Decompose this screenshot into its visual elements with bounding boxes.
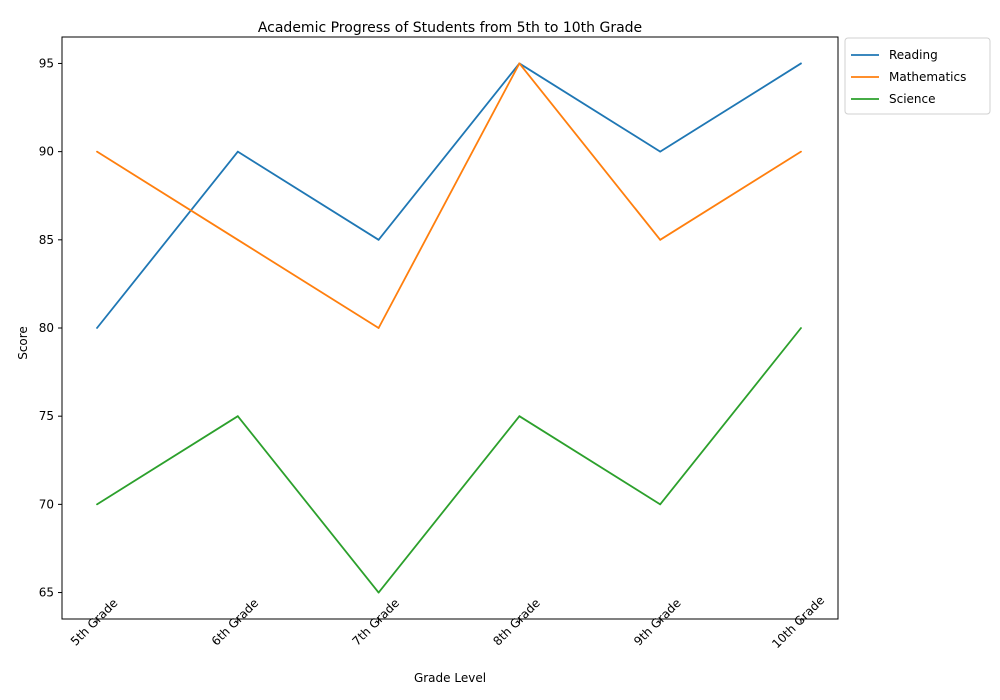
data-point <box>800 150 802 153</box>
chart-title: Academic Progress of Students from 5th t… <box>258 20 642 36</box>
legend-box <box>844 37 991 115</box>
data-point <box>518 415 521 418</box>
y-tick-label: 95 <box>39 56 54 70</box>
y-tick-label: 75 <box>39 409 54 423</box>
series-line-science <box>96 327 802 594</box>
y-tick-label: 90 <box>39 145 54 159</box>
x-tick-label: 7th Grade <box>349 596 402 649</box>
data-point <box>518 62 521 65</box>
series-line-mathematics <box>96 62 802 329</box>
data-point <box>800 62 802 65</box>
legend-label: Mathematics <box>889 70 966 84</box>
data-point <box>236 415 239 418</box>
data-point <box>377 327 380 329</box>
x-tick-label: 9th Grade <box>631 596 684 649</box>
data-point <box>659 150 662 153</box>
data-point <box>236 238 239 241</box>
data-point <box>96 327 98 329</box>
plot-area: 65 70 75 80 85 90 95 5th Grade 6th Grade 7th Grad… <box>39 36 839 651</box>
y-axis-title: Score <box>16 326 30 360</box>
x-tick-label: 10th Grade <box>769 593 827 651</box>
legend: Reading Mathematics Science <box>844 37 991 115</box>
legend-label: Reading <box>889 48 938 62</box>
x-tick-label: 8th Grade <box>490 596 543 649</box>
y-tick-label: 70 <box>39 497 54 511</box>
data-point <box>377 238 380 241</box>
data-point <box>96 150 98 153</box>
y-tick-label: 80 <box>39 321 54 335</box>
x-axis-title: Grade Level <box>414 671 486 685</box>
legend-label: Science <box>889 92 936 106</box>
data-point <box>659 503 662 506</box>
x-tick-label: 6th Grade <box>209 596 262 649</box>
axes-frame <box>61 36 839 620</box>
data-point <box>236 150 239 153</box>
data-point <box>96 503 98 506</box>
series-line-reading <box>96 62 802 329</box>
data-point <box>377 591 380 594</box>
y-tick-label: 85 <box>39 233 54 247</box>
y-tick-label: 65 <box>39 586 54 600</box>
data-point <box>659 238 662 241</box>
data-point <box>800 327 802 329</box>
x-tick-label: 5th Grade <box>68 596 121 649</box>
